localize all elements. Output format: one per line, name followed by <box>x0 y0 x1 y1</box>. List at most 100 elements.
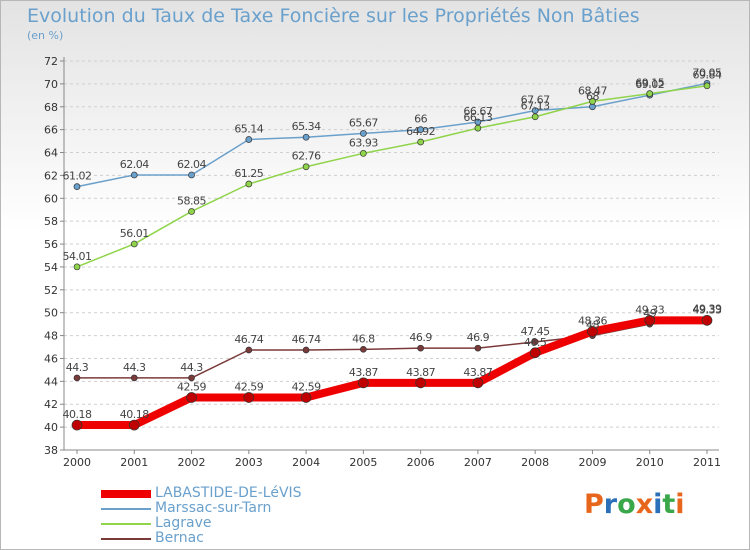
data-label: 48 <box>586 319 599 332</box>
x-tick-label: 2000 <box>63 456 91 469</box>
data-point <box>646 90 654 97</box>
data-label: 46.5 <box>524 336 547 349</box>
data-label: 48.36 <box>578 314 607 327</box>
data-point <box>186 392 197 403</box>
x-tick-label: 2010 <box>636 456 664 469</box>
data-label: 58.85 <box>177 194 206 207</box>
data-point <box>130 374 138 382</box>
logo-letter: P <box>584 489 604 520</box>
y-tick-label: 54 <box>44 261 58 274</box>
data-point <box>245 180 253 188</box>
data-label: 68 <box>586 90 599 103</box>
data-label: 54.01 <box>63 250 92 263</box>
data-point <box>360 345 367 353</box>
data-point <box>128 419 140 431</box>
data-point <box>589 98 596 105</box>
data-point <box>358 377 369 389</box>
data-point <box>130 171 138 179</box>
data-point <box>472 377 484 389</box>
data-point <box>302 163 310 171</box>
data-label: 46.74 <box>234 333 263 346</box>
data-label: 49.39 <box>693 303 722 316</box>
y-tick-label: 60 <box>44 192 58 205</box>
y-tick-label: 66 <box>44 124 58 137</box>
logo-letter: t <box>662 489 676 520</box>
y-tick-label: 62 <box>44 169 58 182</box>
logo-letter: r <box>603 489 618 520</box>
x-tick-label: 2005 <box>349 456 377 469</box>
data-point <box>245 136 253 143</box>
data-point <box>587 326 598 337</box>
data-label: 46.74 <box>292 333 321 346</box>
data-label: 62.04 <box>177 158 206 171</box>
data-label: 64.92 <box>406 125 435 138</box>
legend-swatch <box>101 523 151 525</box>
data-point <box>243 392 255 403</box>
x-tick-label: 2008 <box>521 456 549 469</box>
data-label: 66.67 <box>463 105 492 118</box>
y-tick-label: 52 <box>44 284 58 297</box>
x-tick-label: 2009 <box>578 456 606 469</box>
data-label: 66 <box>414 113 427 126</box>
legend-swatch <box>101 490 151 498</box>
data-label: 44.3 <box>123 361 146 374</box>
chart-title: Evolution du Taux de Taxe Foncière sur l… <box>27 5 640 27</box>
data-label: 49.33 <box>693 303 722 316</box>
data-label: 69.84 <box>693 69 722 82</box>
data-label: 44.3 <box>66 361 89 374</box>
data-label: 46.8 <box>352 332 375 345</box>
data-label: 69.15 <box>635 77 664 90</box>
logo-letter: o <box>617 489 636 520</box>
data-label: 66.13 <box>463 111 492 124</box>
data-point <box>644 315 656 326</box>
data-point <box>417 126 424 133</box>
data-label: 69.02 <box>635 78 664 91</box>
data-point <box>188 171 195 179</box>
data-label: 67.13 <box>521 100 550 113</box>
x-tick-label: 2003 <box>235 456 263 469</box>
legend-swatch <box>101 508 151 510</box>
data-point <box>474 124 482 132</box>
data-point <box>300 392 312 403</box>
data-point <box>73 183 81 190</box>
x-tick-label: 2011 <box>693 456 721 469</box>
y-tick-label: 48 <box>44 330 58 343</box>
data-point <box>73 263 81 271</box>
data-point <box>188 208 195 215</box>
data-label: 63.93 <box>349 136 378 149</box>
y-tick-label: 64 <box>44 147 58 160</box>
series-line <box>76 82 708 188</box>
y-tick-label: 44 <box>44 375 58 388</box>
y-tick-label: 70 <box>44 78 58 91</box>
data-label: 46.9 <box>467 331 490 344</box>
data-label: 67.67 <box>521 94 550 107</box>
unit-label: (en %) <box>27 29 64 42</box>
data-label: 61.25 <box>234 167 263 180</box>
data-label: 62.76 <box>292 150 321 163</box>
data-label: 40.18 <box>120 408 149 421</box>
logo-letter: i <box>675 489 685 520</box>
data-label: 56.01 <box>120 227 149 240</box>
data-point <box>701 315 713 326</box>
proxiti-logo: Proxiti <box>584 489 685 520</box>
series-line <box>76 84 708 268</box>
data-label: 70.05 <box>693 66 722 79</box>
y-tick-label: 46 <box>44 352 58 365</box>
y-tick-label: 58 <box>44 215 58 228</box>
data-label: 43.87 <box>349 366 378 379</box>
data-label: 42.59 <box>177 380 206 393</box>
data-point <box>302 346 310 354</box>
series-line <box>73 316 711 430</box>
data-label: 61.02 <box>63 170 92 183</box>
data-label: 44.3 <box>180 361 203 374</box>
legend-label: Lagrave <box>155 515 212 531</box>
data-point <box>417 138 424 146</box>
legend-label: LABASTIDE-DE-LéVIS <box>155 485 302 501</box>
data-point <box>73 374 81 382</box>
data-point <box>360 130 367 137</box>
data-point <box>188 374 195 382</box>
y-tick-label: 50 <box>44 307 58 320</box>
data-point <box>529 347 541 359</box>
x-tick-label: 2002 <box>178 456 206 469</box>
